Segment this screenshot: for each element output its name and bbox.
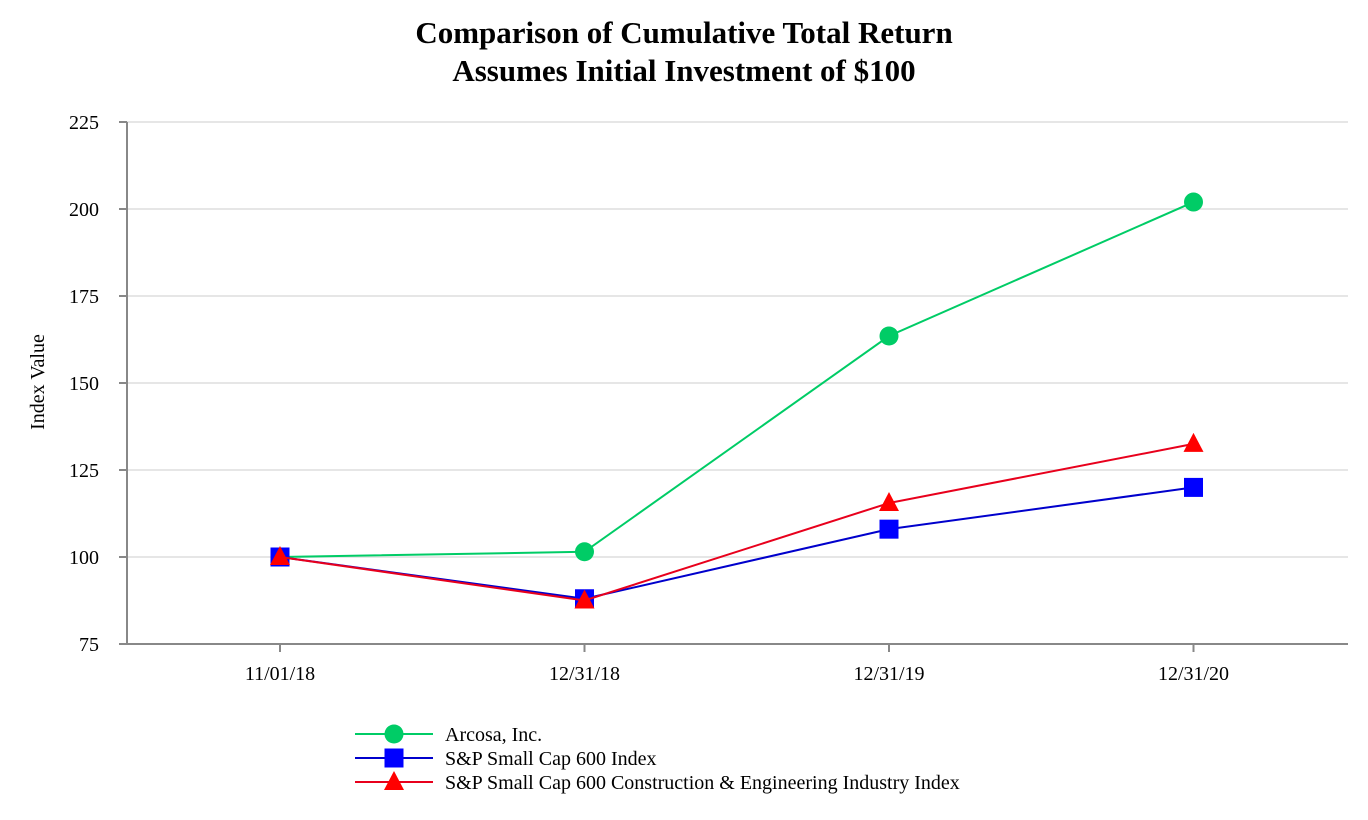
data-point-square [879, 519, 899, 539]
x-tick-label: 12/31/20 [1158, 663, 1229, 685]
legend-item: S&P Small Cap 600 Index [355, 748, 656, 770]
legend-label: Arcosa, Inc. [445, 724, 542, 746]
legend-label: S&P Small Cap 600 Construction & Enginee… [445, 772, 960, 794]
data-point-triangle [879, 492, 899, 512]
series-line [279, 486, 1194, 600]
chart-title-block: Comparison of Cumulative Total Return As… [0, 14, 1368, 90]
x-tick-label: 11/01/18 [245, 663, 315, 685]
chart-subtitle: Assumes Initial Investment of $100 [452, 53, 916, 88]
legend-marker-circle [384, 724, 404, 744]
data-point-circle [879, 326, 899, 346]
series-triangle [270, 432, 1204, 609]
data-point-square [1184, 477, 1203, 497]
legend-label: S&P Small Cap 600 Index [445, 748, 656, 770]
x-tick-label: 12/31/19 [853, 663, 924, 685]
y-tick-label: 150 [69, 373, 99, 395]
x-axis-ticks: 11/01/18 12/31/18 12/31/19 12/31/20 [245, 644, 1229, 685]
data-point-circle [575, 542, 594, 562]
chart-title: Comparison of Cumulative Total Return [415, 15, 953, 50]
data-point-triangle [574, 589, 595, 609]
series-square [270, 477, 1203, 609]
y-tick-label: 200 [69, 199, 99, 221]
data-point-triangle [1183, 432, 1204, 452]
series-group [270, 192, 1204, 609]
series-line [279, 442, 1194, 602]
y-tick-label: 225 [69, 112, 99, 134]
series-line [279, 201, 1194, 558]
legend-item: Arcosa, Inc. [355, 724, 542, 746]
legend-item: S&P Small Cap 600 Construction & Enginee… [355, 771, 960, 794]
legend-marker-square [384, 748, 404, 768]
y-tick-label: 125 [69, 460, 99, 482]
data-point-circle [1184, 192, 1203, 212]
y-tick-label: 175 [69, 286, 99, 308]
y-tick-label: 75 [79, 634, 99, 656]
y-axis-ticks: 75 100 125 150 175 200 225 [69, 112, 127, 656]
y-tick-label: 100 [69, 547, 99, 569]
legend-marker-triangle [384, 771, 404, 790]
x-tick-label: 12/31/18 [549, 663, 620, 685]
series-circle [270, 192, 1203, 567]
y-axis-label: Index Value [27, 334, 49, 430]
data-point-triangle [270, 546, 290, 565]
